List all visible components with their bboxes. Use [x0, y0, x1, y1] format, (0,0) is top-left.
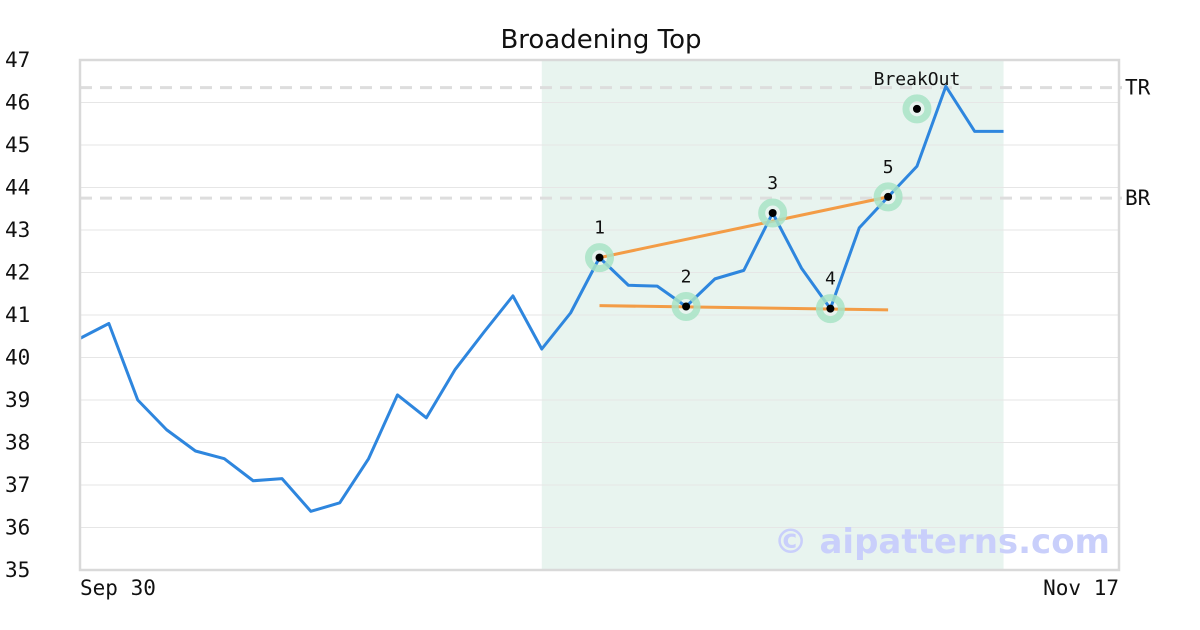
y-tick-label: 39 — [5, 388, 30, 412]
point-marker — [595, 253, 604, 262]
grid-lines — [80, 102, 1119, 528]
y-tick-label: 35 — [5, 558, 30, 582]
y-tick-label: 46 — [5, 91, 30, 115]
point-halo — [873, 182, 903, 212]
y-tick-label: 38 — [5, 431, 30, 455]
y-tick-label: 37 — [5, 473, 30, 497]
point-marker — [884, 192, 893, 201]
pattern-points: 1 2 3 4 5 BreakOut — [585, 69, 961, 324]
point-halo — [902, 94, 932, 124]
price-series-line — [79, 84, 1004, 513]
point-label: 5 — [883, 157, 894, 178]
y-tick-label: 47 — [5, 48, 30, 72]
y-tick-label: 42 — [5, 261, 30, 285]
point-halo — [758, 198, 788, 228]
point-halo — [671, 292, 701, 321]
watermark: © aipatterns.com — [774, 522, 1110, 562]
point-marker — [682, 302, 691, 311]
y-tick-label: 36 — [5, 516, 30, 540]
x-tick-label: Sep 30 — [80, 576, 156, 600]
y-tick-label: 41 — [5, 303, 30, 327]
chart-title: Broadening Top — [500, 25, 701, 55]
y-tick-label: 43 — [5, 218, 30, 242]
point-halo — [585, 243, 614, 273]
point-label: 1 — [594, 218, 605, 239]
x-tick-label: Nov 17 — [1043, 576, 1119, 600]
point-label: 4 — [825, 269, 836, 290]
y-tick-label: 40 — [5, 346, 30, 370]
plot-frame — [78, 58, 1121, 572]
y-tick-label: 45 — [5, 133, 30, 157]
point-halo — [815, 294, 845, 324]
y-axis-ticks: 35 36 37 38 39 40 41 42 43 44 45 46 47 — [5, 48, 30, 582]
reference-label-br: BR — [1125, 186, 1151, 210]
y-tick-label: 44 — [5, 176, 30, 200]
upper-trend-line — [599, 195, 889, 260]
point-label: 2 — [681, 267, 692, 288]
point-marker — [912, 104, 921, 113]
point-label: 3 — [767, 173, 778, 194]
x-axis-ticks: Sep 30 Nov 17 — [80, 576, 1119, 600]
point-label: BreakOut — [874, 69, 961, 90]
point-marker — [768, 209, 777, 217]
reference-label-tr: TR — [1125, 76, 1151, 100]
point-marker — [826, 304, 835, 313]
